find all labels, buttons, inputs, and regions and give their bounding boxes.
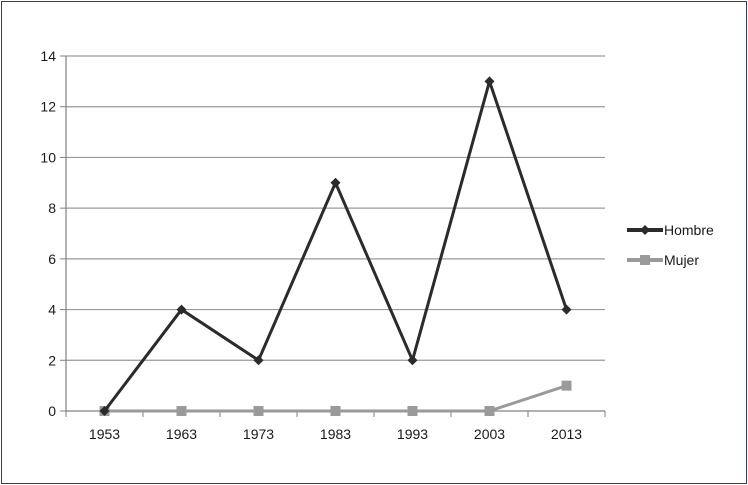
- legend-label-hombre: Hombre: [664, 222, 714, 238]
- point-mujer-1993: [407, 406, 418, 416]
- point-hombre-2013: [561, 304, 572, 315]
- y-tick-labels: 0 2 4 6 8 10 12 14: [40, 48, 56, 419]
- point-mujer-1963: [176, 406, 187, 416]
- y-tick-label-8: 8: [48, 200, 56, 216]
- point-mujer-1983: [330, 406, 341, 416]
- point-hombre-1993: [407, 355, 418, 366]
- x-tick-label-1963: 1963: [166, 426, 197, 442]
- legend-marker-mujer: [640, 255, 650, 265]
- y-tick-label-0: 0: [48, 403, 56, 419]
- x-tick-label-1983: 1983: [320, 426, 351, 442]
- legend-marker-hombre: [640, 225, 650, 235]
- legend-item-mujer: Mujer: [627, 252, 699, 268]
- x-tick-label-1993: 1993: [397, 426, 428, 442]
- point-hombre-1973: [253, 355, 264, 366]
- x-tick-label-1973: 1973: [243, 426, 274, 442]
- y-tick-label-14: 14: [40, 48, 56, 64]
- y-tick-label-12: 12: [40, 99, 56, 115]
- legend-label-mujer: Mujer: [664, 252, 699, 268]
- y-tick-label-6: 6: [48, 251, 56, 267]
- series-line-hombre: [103, 76, 568, 412]
- y-tick-label-4: 4: [48, 302, 56, 318]
- x-tick-label-2003: 2003: [474, 426, 505, 442]
- point-hombre-1983: [330, 177, 341, 188]
- point-mujer-2003: [484, 406, 495, 416]
- y-tick-label-10: 10: [40, 149, 56, 165]
- point-hombre-2003: [484, 76, 495, 87]
- point-mujer-1973: [253, 406, 264, 416]
- x-tick-labels: 1953 1963 1973 1983 1993 2003 2013: [89, 426, 582, 442]
- x-tick-label-1953: 1953: [89, 426, 120, 442]
- legend: Hombre Mujer: [627, 222, 714, 268]
- x-tick-label-2013: 2013: [551, 426, 582, 442]
- y-tick-label-2: 2: [48, 352, 56, 368]
- point-mujer-2013: [561, 380, 572, 391]
- series-group: [99, 76, 572, 416]
- legend-item-hombre: Hombre: [627, 222, 714, 238]
- gridlines: [66, 55, 605, 361]
- point-hombre-1953: [99, 406, 110, 416]
- point-hombre-1963: [176, 304, 187, 315]
